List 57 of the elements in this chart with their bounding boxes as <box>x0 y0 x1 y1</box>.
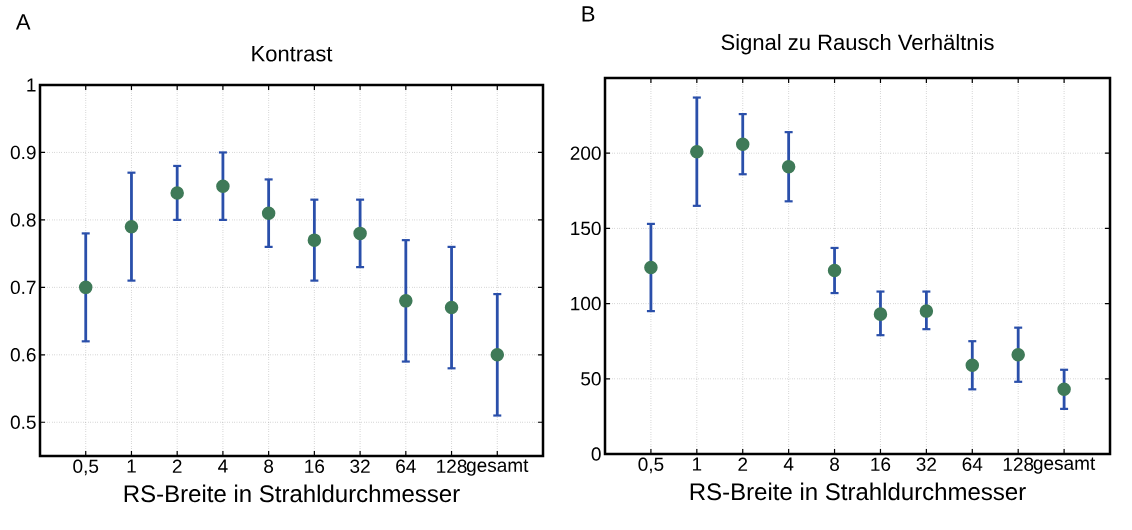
x-tick-label: 0,5 <box>73 459 99 476</box>
x-tick-label: 1 <box>692 457 702 471</box>
point <box>307 233 322 247</box>
point <box>124 219 139 234</box>
text: B <box>582 6 595 22</box>
y-tick-label: 200 <box>570 146 601 160</box>
point <box>1057 382 1071 397</box>
point <box>78 280 93 295</box>
point <box>965 358 980 373</box>
x-tick-label: 2 <box>738 457 748 471</box>
point <box>873 307 888 321</box>
point <box>919 304 934 318</box>
x-tick-label: 32 <box>916 457 936 471</box>
x-tick-label: 128 <box>1003 457 1034 471</box>
x-tick-label: 16 <box>871 457 891 471</box>
y-tick-label: 50 <box>581 372 601 386</box>
x-tick-label: 2 <box>172 459 182 473</box>
y-tick-label: 0.9 <box>10 145 36 160</box>
x-tick-label: 16 <box>305 459 325 473</box>
point <box>690 144 704 159</box>
y-tick-label: 0.7 <box>10 280 36 295</box>
x-tick-label: 1 <box>127 459 136 473</box>
x-tick-label: 8 <box>264 459 274 473</box>
point <box>1011 347 1025 362</box>
point <box>444 300 459 315</box>
point <box>490 348 505 362</box>
text: A <box>15 14 31 30</box>
x-tick-label: 64 <box>396 459 416 473</box>
y-tick-label: 1 <box>27 78 36 92</box>
x-tick-label: gesamt <box>1033 457 1096 474</box>
x-tick-label: gesamt <box>466 459 529 476</box>
point <box>353 226 367 241</box>
x-tick-label: 0,5 <box>638 457 664 474</box>
point <box>644 260 658 275</box>
chart-title: Kontrast <box>252 46 333 62</box>
x-tick-label: 4 <box>783 457 794 471</box>
x-axis-title: RS-Breite in Strahldurchmesser <box>690 482 1026 501</box>
y-tick-label: 0.6 <box>10 348 36 362</box>
point <box>781 159 796 174</box>
y-tick-label: 100 <box>571 296 601 311</box>
point <box>216 179 230 193</box>
y-tick-label: 0.8 <box>10 213 36 227</box>
point <box>827 263 842 278</box>
y-tick-label: 0.5 <box>10 415 36 429</box>
point <box>261 206 276 220</box>
y-tick-label: 0 <box>591 447 601 461</box>
x-tick-label: 32 <box>350 459 370 473</box>
y-tick-label: 150 <box>571 221 601 236</box>
x-tick-label: 128 <box>437 459 467 473</box>
point <box>170 186 184 200</box>
x-tick-label: 4 <box>218 459 228 473</box>
x-tick-label: 8 <box>830 457 840 471</box>
x-axis-title: RS-Breite in Strahldurchmesser <box>124 484 460 503</box>
x-tick-label: 64 <box>962 457 983 471</box>
point <box>735 137 750 151</box>
point <box>399 294 413 308</box>
chart-title: Signal zu Rausch Verhältnis <box>721 33 994 55</box>
